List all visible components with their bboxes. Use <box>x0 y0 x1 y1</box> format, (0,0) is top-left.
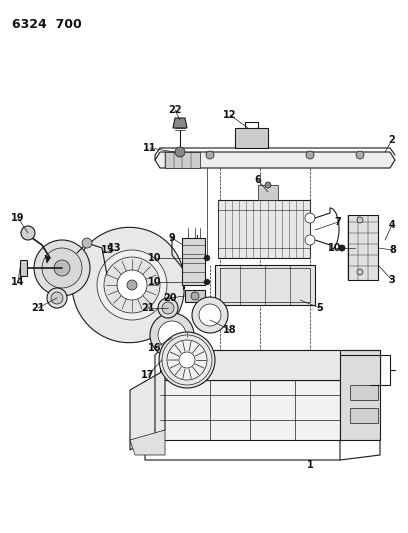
Text: 10: 10 <box>328 243 342 253</box>
Circle shape <box>34 240 90 296</box>
Circle shape <box>204 279 210 285</box>
Circle shape <box>305 235 315 245</box>
Circle shape <box>339 245 345 251</box>
Text: 18: 18 <box>223 325 237 335</box>
Polygon shape <box>173 118 187 128</box>
Text: 6: 6 <box>255 175 262 185</box>
Circle shape <box>127 280 137 290</box>
Circle shape <box>175 147 185 157</box>
Polygon shape <box>130 370 165 450</box>
Text: 21: 21 <box>141 303 155 313</box>
Polygon shape <box>258 185 278 200</box>
Circle shape <box>97 250 167 320</box>
Polygon shape <box>45 255 50 263</box>
Text: 22: 22 <box>168 105 182 115</box>
Text: 20: 20 <box>163 293 177 303</box>
Circle shape <box>206 151 214 159</box>
Circle shape <box>199 304 221 326</box>
Circle shape <box>82 238 92 248</box>
Circle shape <box>265 182 271 188</box>
Circle shape <box>356 151 364 159</box>
Circle shape <box>158 321 186 349</box>
Text: 1: 1 <box>307 460 313 470</box>
Circle shape <box>54 260 70 276</box>
Text: 21: 21 <box>31 303 45 313</box>
Text: 16: 16 <box>148 343 162 353</box>
Circle shape <box>42 248 82 288</box>
Text: 6324  700: 6324 700 <box>12 18 82 31</box>
Circle shape <box>306 151 314 159</box>
Polygon shape <box>182 238 205 285</box>
Circle shape <box>47 288 67 308</box>
Text: 14: 14 <box>11 277 25 287</box>
Circle shape <box>159 332 215 388</box>
Polygon shape <box>72 227 184 343</box>
Polygon shape <box>160 380 340 440</box>
Circle shape <box>191 292 199 300</box>
Polygon shape <box>160 350 380 380</box>
Circle shape <box>51 292 63 304</box>
Circle shape <box>305 213 315 223</box>
Polygon shape <box>20 260 27 276</box>
Circle shape <box>339 245 345 251</box>
Text: 7: 7 <box>335 217 341 227</box>
Polygon shape <box>218 200 310 258</box>
Polygon shape <box>215 265 315 305</box>
Polygon shape <box>340 350 380 440</box>
Text: 8: 8 <box>390 245 397 255</box>
Circle shape <box>186 361 204 379</box>
Text: 10: 10 <box>148 277 162 287</box>
Text: 15: 15 <box>101 245 115 255</box>
Circle shape <box>117 270 147 300</box>
Polygon shape <box>165 152 200 168</box>
Text: 12: 12 <box>223 110 237 120</box>
Polygon shape <box>155 152 395 168</box>
Text: 3: 3 <box>389 275 395 285</box>
Polygon shape <box>348 215 378 280</box>
Text: 10: 10 <box>148 253 162 263</box>
Circle shape <box>179 352 195 368</box>
Text: 13: 13 <box>108 243 122 253</box>
Text: 11: 11 <box>143 143 157 153</box>
Circle shape <box>162 302 174 314</box>
Circle shape <box>204 255 210 261</box>
Circle shape <box>192 297 228 333</box>
Text: 17: 17 <box>141 370 155 380</box>
Text: 5: 5 <box>317 303 324 313</box>
Text: 19: 19 <box>11 213 25 223</box>
Text: 4: 4 <box>389 220 395 230</box>
Polygon shape <box>235 128 268 148</box>
Circle shape <box>357 269 363 275</box>
Polygon shape <box>185 290 205 302</box>
Circle shape <box>180 355 210 385</box>
Polygon shape <box>130 430 165 455</box>
Circle shape <box>21 226 35 240</box>
Text: 9: 9 <box>169 233 175 243</box>
Polygon shape <box>350 385 378 400</box>
Circle shape <box>167 340 207 380</box>
Circle shape <box>158 298 178 318</box>
Text: 2: 2 <box>389 135 395 145</box>
Polygon shape <box>350 408 378 423</box>
Circle shape <box>150 313 194 357</box>
Circle shape <box>104 257 160 313</box>
Circle shape <box>357 217 363 223</box>
